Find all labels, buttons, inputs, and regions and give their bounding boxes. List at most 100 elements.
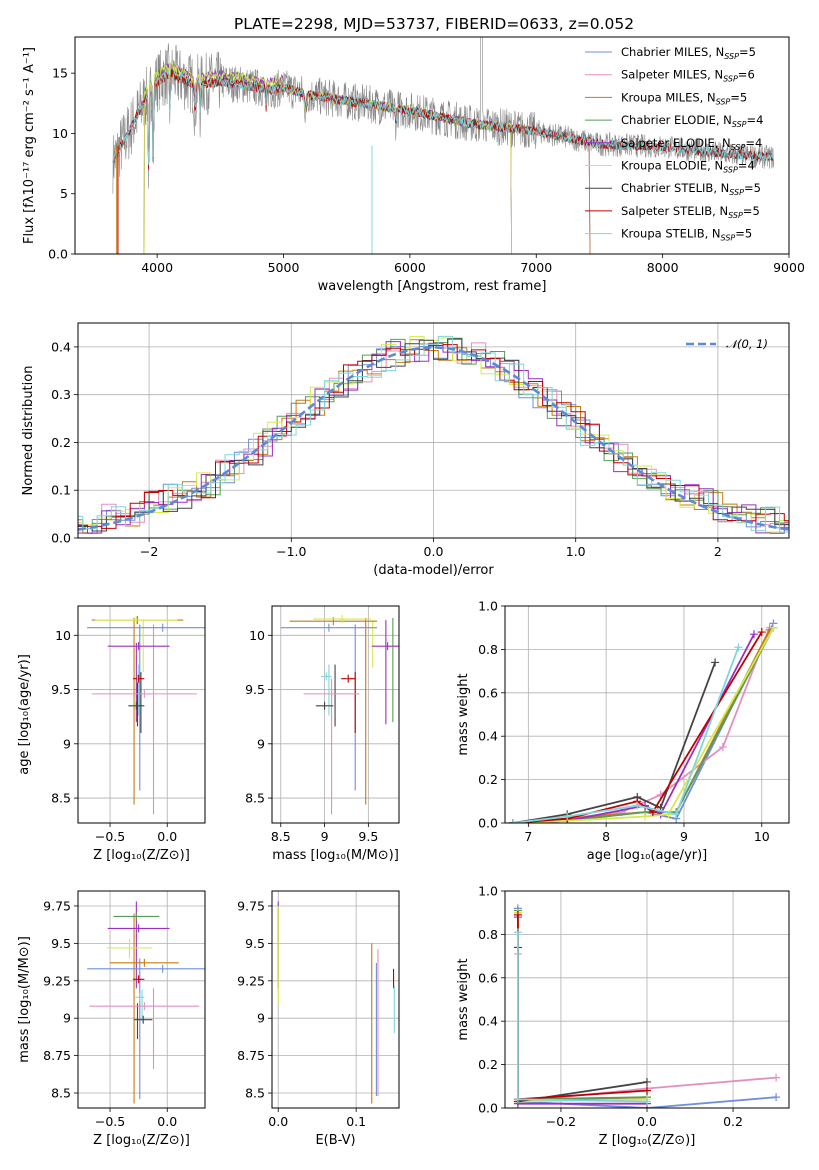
- tick-label-y: 8.5: [51, 791, 71, 806]
- legend-n-value: 5: [749, 45, 756, 59]
- mass-weight-line: [512, 622, 775, 823]
- plus-marker: [513, 1095, 522, 1104]
- tick-label-x: 1.0: [566, 544, 586, 559]
- legend-equals: =: [730, 90, 740, 104]
- tick-label-x: 9000: [773, 260, 805, 275]
- tick-label-x: 5000: [268, 260, 300, 275]
- legend-series-name: Chabrier ELODIE: [621, 113, 716, 127]
- axes-mass-weight-vs-Z: −0.2 0.0 0.2 0.0 0.2 0.4 0.6 0.8 1.0 Z [log₁₀(Z/Z…: [456, 884, 790, 1148]
- x-axis-label: Z [log₁₀(Z/Z⊙)]: [93, 848, 190, 863]
- tick-label-y: 0.1: [51, 483, 71, 498]
- y-axis-label: mass weight: [456, 958, 471, 1040]
- tick-label-y: 0.6: [478, 970, 498, 985]
- legend-n-label: , N: [713, 181, 729, 195]
- legend-subscript: SSP: [729, 188, 744, 197]
- legend-n-label: , N: [707, 159, 723, 173]
- tick-label-y: 9.25: [43, 973, 71, 988]
- legend-n-value: 5: [745, 227, 752, 241]
- tick-label-y: 9.5: [245, 936, 265, 951]
- tick-label-y: 8.5: [245, 791, 265, 806]
- plus-marker: [672, 810, 681, 819]
- axes-frame: [77, 890, 206, 1109]
- tick-label-x: 9.5: [358, 829, 378, 844]
- tick-label-y: 9.75: [43, 898, 71, 913]
- legend-series-name: Salpeter ELODIE: [621, 136, 715, 150]
- axes-mass-vs-Z: −0.5 0.0 8.5 8.75 9 9.25 9.5 9.75 Z [log₁₀(Z/Z⊙)…: [17, 890, 206, 1148]
- plus-marker: [643, 1097, 651, 1106]
- mass-weight-line: [517, 912, 648, 1103]
- tick-label-y: 0.4: [51, 339, 71, 354]
- legend-n-value: 5: [754, 181, 761, 195]
- tick-label-y: 1.0: [478, 599, 498, 614]
- axes-frame: [77, 605, 206, 824]
- tick-label-x: 9: [321, 829, 329, 844]
- axes-frame: [77, 322, 790, 539]
- tick-label-y: 9.5: [51, 682, 71, 697]
- x-axis-label: mass [log₁₀(M/M⊙)]: [272, 848, 399, 863]
- tick-label-x: 6000: [394, 260, 426, 275]
- tick-label-y: 0.8: [478, 927, 498, 942]
- mass-weight-line: [517, 914, 648, 1101]
- legend-entry: 𝒩(0, 1): [726, 337, 768, 351]
- plot-area-mass-weight-vs-age: [508, 619, 778, 823]
- legend-equals: =: [738, 159, 748, 173]
- plus-marker: [769, 623, 778, 632]
- x-axis-label: age [log₁₀(age/yr)]: [587, 848, 708, 863]
- plot-layer: 4000 5000 6000 7000 8000 9000 0.0 5 10 15 waveleng…: [17, 36, 805, 1148]
- tick-label-y: 0.4: [478, 729, 498, 744]
- legend-n-value: 5: [752, 204, 759, 218]
- plus-marker: [633, 801, 642, 810]
- plot-area-mass-vs-EBV: [277, 901, 395, 1104]
- plot-area-spectrum: [112, 37, 774, 254]
- plot-area-mass-vs-Z: [87, 901, 205, 1104]
- legend-entry: Salpeter MILES, NSSP=6: [621, 68, 755, 84]
- plot-area-residuals: [78, 335, 789, 534]
- legend-n-label: , N: [716, 113, 732, 127]
- tick-label-x: −0.5: [95, 1114, 125, 1129]
- tick-label-y: 0.0: [48, 247, 68, 262]
- residual-histogram: [78, 344, 789, 529]
- mass-weight-line: [517, 917, 647, 1105]
- tick-label-x: 0.1: [346, 1114, 366, 1129]
- legend-n-value: 4: [756, 113, 763, 127]
- tick-label-y: 9: [257, 1011, 265, 1026]
- axes-spectrum: 4000 5000 6000 7000 8000 9000 0.0 5 10 15 waveleng…: [22, 36, 805, 294]
- tick-label-y: 0.0: [478, 1101, 498, 1116]
- legend-n-value: 4: [755, 136, 762, 150]
- tick-label-y: 15: [52, 66, 68, 81]
- tick-label-x: 0.0: [268, 1114, 288, 1129]
- axes-mass-vs-EBV: 0.0 0.1 8.5 8.75 9 9.25 9.5 9.75 E(B-V): [237, 890, 400, 1148]
- legend-equals: =: [738, 68, 748, 82]
- tick-label-x: 0.0: [157, 829, 177, 844]
- x-axis-label: (data-model)/error: [373, 563, 494, 578]
- legend-series-name: Kroupa MILES: [621, 90, 700, 104]
- legend: 𝒩(0, 1): [686, 337, 768, 351]
- tick-label-x: 10: [754, 829, 770, 844]
- axes-frame: [271, 890, 400, 1109]
- legend-n-value: 5: [740, 90, 747, 104]
- tick-label-x: 4000: [141, 260, 173, 275]
- tick-label-x: −2: [140, 544, 158, 559]
- plus-marker: [641, 812, 650, 821]
- legend-equals: =: [744, 181, 754, 195]
- x-axis-label: wavelength [Angstrom, rest frame]: [318, 279, 547, 294]
- legend-entry: Kroupa MILES, NSSP=5: [621, 90, 747, 106]
- plot-area-age-vs-mass: [280, 615, 399, 815]
- legend-subscript: SSP: [723, 75, 738, 84]
- legend-n-label: , N: [707, 68, 723, 82]
- axes-age-vs-Z: −0.5 0.0 8.5 9 9.5 10 Z [log₁₀(Z/Z⊙)] age [log₁…: [17, 605, 206, 863]
- tick-label-y: 10: [52, 126, 68, 141]
- legend-equals: =: [739, 45, 749, 59]
- tick-label-y: 9.5: [51, 936, 71, 951]
- legend-series-name: Salpeter STELIB: [621, 204, 712, 218]
- tick-label-y: 0.8: [478, 642, 498, 657]
- tick-label-y: 5: [60, 186, 68, 201]
- tick-label-y: 0.6: [478, 685, 498, 700]
- tick-label-y: 9.25: [237, 973, 265, 988]
- legend-n-label: , N: [712, 204, 728, 218]
- tick-label-y: 0.2: [51, 435, 71, 450]
- plot-area-mass-weight-vs-Z: [513, 904, 781, 1108]
- axes-frame: [504, 890, 790, 1109]
- tick-label-y: 9.75: [237, 898, 265, 913]
- mass-weight-line: [512, 627, 771, 823]
